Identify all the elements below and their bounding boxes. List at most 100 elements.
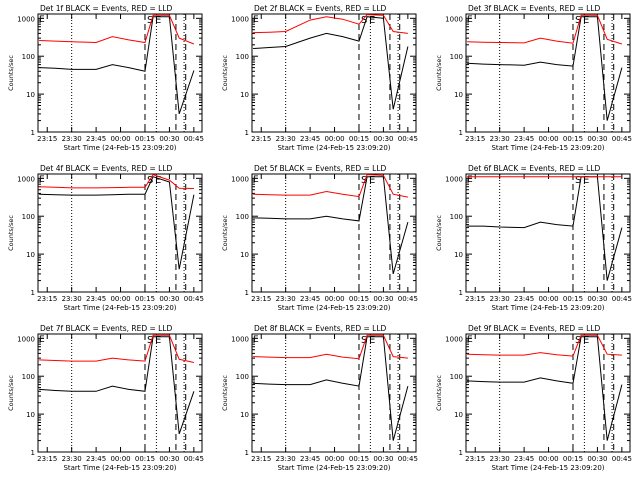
x-tick-label: 23:45 [86,295,106,303]
detector-panel: Det 2f BLACK = Events, RED = LLD 1 10 100 10… [221,4,418,152]
x-tick-label: 00:15 [563,135,583,143]
y-tick-label: 1 [31,449,35,457]
y-tick-label: 1000 [17,15,35,23]
y-tick-label: 1 [31,289,35,297]
x-tick-label: 23:45 [86,455,106,463]
panel-title: Det 8f BLACK = Events, RED = LLD [254,324,387,333]
y-tick-label: 1000 [445,335,463,343]
x-axis-label: Start Time (24-Feb-15 23:09:20) [277,464,390,472]
lld-series-line [39,14,195,45]
marker-label-e2: E [583,335,589,346]
panel-title: Det 5f BLACK = Events, RED = LLD [254,164,387,173]
lld-series-line [253,14,408,34]
x-tick-label: 00:15 [135,135,155,143]
x-tick-label: 00:00 [538,135,558,143]
detector-panel: Det 4f BLACK = Events, RED = LLD 1 10 100 10… [7,164,204,312]
y-axis-label: Counts/sec [435,375,443,411]
detector-panel: Det 6f BLACK = Events, RED = LLD 1 10 100 10… [435,164,632,312]
x-tick-label: 00:30 [159,135,179,143]
y-tick-label: 1000 [17,175,35,183]
plot-frame [465,13,631,133]
y-tick-label: 10 [454,251,463,259]
x-axis-label: Start Time (24-Feb-15 23:09:20) [63,464,176,472]
y-tick-label: 1 [31,129,35,137]
lld-series-line [253,174,408,198]
x-tick-label: 00:30 [373,455,393,463]
marker-label-e: E [467,15,473,25]
x-tick-label: 23:45 [300,135,320,143]
y-tick-label: 100 [236,53,249,61]
x-axis-label: Start Time (24-Feb-15 23:09:20) [491,464,604,472]
x-tick-label: 00:30 [587,455,607,463]
plot-frame [465,333,631,453]
y-tick-label: 1000 [445,175,463,183]
x-tick-label: 23:30 [490,135,510,143]
lld-series-line [467,334,622,357]
y-axis-label: Counts/sec [7,55,15,91]
x-axis-label: Start Time (24-Feb-15 23:09:20) [491,144,604,152]
marker-label-e: E [467,175,473,185]
x-tick-label: 00:15 [563,295,583,303]
x-tick-label: 23:45 [300,455,320,463]
panel-title: Det 6f BLACK = Events, RED = LLD [468,164,601,173]
y-tick-label: 100 [22,53,35,61]
x-tick-label: 00:45 [184,135,204,143]
marker-label-e2: E [155,15,161,26]
panel-title: Det 4f BLACK = Events, RED = LLD [40,164,173,173]
y-axis-label: Counts/sec [435,215,443,251]
x-tick-label: 00:30 [373,135,393,143]
x-tick-label: 23:15 [465,455,485,463]
y-tick-label: 1000 [231,175,249,183]
y-tick-label: 1000 [231,15,249,23]
plot-frame [37,333,203,453]
marker-label-e: E [253,175,259,185]
marker-label-s: S [147,335,153,346]
y-tick-label: 10 [26,411,35,419]
y-axis-label: Counts/sec [7,375,15,411]
marker-label-e: E [39,335,45,345]
y-tick-label: 1 [245,129,249,137]
marker-label-s: S [361,15,367,26]
x-tick-label: 00:15 [349,295,369,303]
marker-label-e: E [39,175,45,185]
x-axis-label: Start Time (24-Feb-15 23:09:20) [63,304,176,312]
y-axis-label: Counts/sec [435,55,443,91]
events-series-line [467,176,623,281]
y-tick-label: 100 [22,373,35,381]
marker-label-e: E [39,15,45,25]
x-tick-label: 23:30 [62,135,82,143]
x-tick-label: 23:30 [62,295,82,303]
detector-panel: Det 7f BLACK = Events, RED = LLD 1 10 100 10… [7,324,204,472]
y-tick-label: 10 [26,251,35,259]
x-tick-label: 00:45 [612,295,632,303]
x-tick-label: 23:45 [514,135,534,143]
x-tick-label: 00:15 [563,455,583,463]
plot-frame [37,173,203,293]
events-series-line [467,336,623,441]
x-tick-label: 00:45 [398,295,418,303]
y-tick-label: 10 [240,251,249,259]
marker-label-e2: E [583,175,589,186]
x-tick-label: 00:30 [587,295,607,303]
x-tick-label: 00:15 [135,295,155,303]
y-tick-label: 1 [459,449,463,457]
events-series-line [253,336,409,441]
x-axis-label: Start Time (24-Feb-15 23:09:20) [277,304,390,312]
x-tick-label: 23:30 [490,295,510,303]
y-tick-label: 1 [245,289,249,297]
marker-label-s: S [147,15,153,26]
x-tick-label: 00:00 [538,455,558,463]
x-tick-label: 23:30 [490,455,510,463]
events-series-line [39,176,195,270]
marker-label-e: E [253,15,259,25]
marker-label-s: S [361,175,367,186]
x-tick-label: 23:30 [276,455,296,463]
marker-label-e: E [467,335,473,345]
x-tick-label: 00:45 [184,455,204,463]
lld-series-line [467,14,623,45]
panel-title: Det 2f BLACK = Events, RED = LLD [254,4,387,13]
x-tick-label: 00:00 [324,455,344,463]
y-tick-label: 1000 [231,335,249,343]
x-tick-label: 23:15 [251,455,271,463]
x-tick-label: 00:00 [110,135,130,143]
